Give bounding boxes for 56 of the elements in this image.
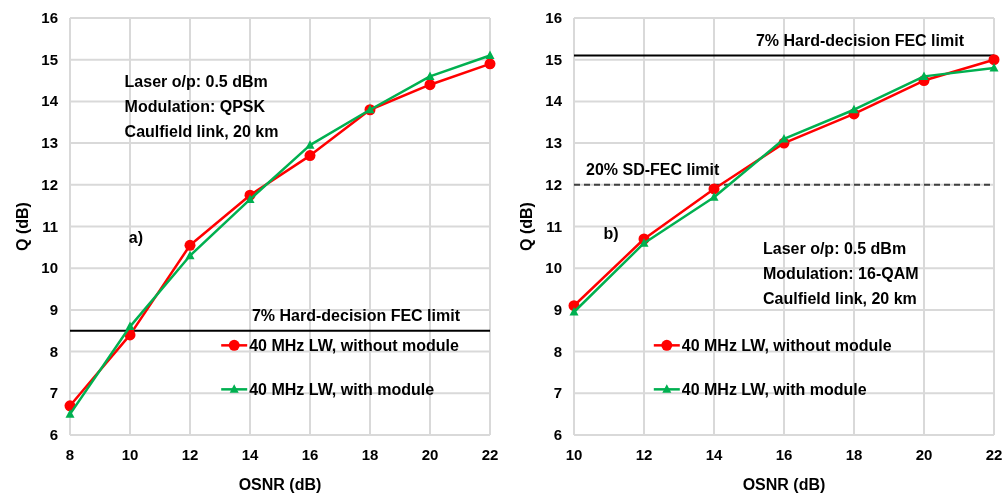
y-tick-label: 6: [553, 426, 562, 443]
y-tick-label: 16: [41, 9, 58, 26]
x-tick-label: 16: [775, 446, 793, 463]
y-tick-label: 12: [41, 175, 58, 193]
x-tick-label: 16: [301, 446, 319, 463]
x-tick-label: 18: [361, 446, 379, 463]
annotation: Modulation: 16-QAM: [763, 264, 919, 282]
x-axis-title: OSNR (dB): [742, 476, 826, 493]
y-tick-label: 8: [553, 342, 562, 360]
x-tick-label: 12: [635, 446, 653, 463]
x-axis-title: OSNR (dB): [238, 476, 322, 493]
ref-line-label: 7% Hard-decision FEC limit: [755, 31, 965, 49]
legend-label: 40 MHz LW, with module: [681, 381, 867, 399]
legend-label: 40 MHz LW, without module: [249, 337, 460, 355]
y-tick-label: 11: [42, 217, 58, 235]
y-tick-label: 14: [545, 92, 563, 110]
y-tick-label: 7: [49, 384, 58, 402]
x-tick-label: 22: [985, 446, 1003, 463]
annotation: Caulfield link, 20 km: [124, 122, 279, 140]
x-tick-label: 18: [845, 446, 863, 463]
y-axis-title: Q (dB): [518, 202, 535, 251]
x-tick-label: 22: [481, 446, 499, 463]
annotation: a): [128, 229, 144, 247]
x-tick-label: 20: [421, 446, 439, 463]
x-tick-label: 10: [121, 446, 139, 463]
y-tick-label: 7: [553, 384, 562, 402]
y-tick-label: 16: [545, 9, 562, 26]
y-tick-label: 13: [41, 134, 58, 152]
y-tick-label: 10: [545, 259, 562, 277]
legend-label: 40 MHz LW, without module: [681, 337, 892, 355]
y-tick-label: 13: [545, 134, 562, 152]
x-tick-label: 8: [65, 446, 75, 463]
x-tick-label: 14: [241, 446, 259, 463]
x-tick-label: 10: [565, 446, 583, 463]
y-tick-label: 15: [545, 50, 562, 68]
y-tick-label: 9: [49, 300, 58, 318]
y-tick-label: 11: [546, 217, 562, 235]
x-tick-label: 14: [705, 446, 723, 463]
y-tick-label: 8: [49, 342, 58, 360]
y-tick-label: 14: [41, 92, 59, 110]
x-tick-label: 20: [915, 446, 933, 463]
legend-label: 40 MHz LW, with module: [249, 381, 435, 399]
annotation: Caulfield link, 20 km: [763, 289, 917, 307]
y-tick-label: 12: [545, 175, 562, 193]
y-tick-label: 6: [49, 426, 58, 443]
ref-line-label: 20% SD-FEC limit: [586, 160, 721, 178]
annotation: Laser o/p: 0.5 dBm: [124, 72, 268, 90]
annotation: Modulation: QPSK: [124, 97, 266, 115]
y-axis-title: Q (dB): [14, 202, 31, 251]
x-tick-label: 12: [181, 446, 199, 463]
y-tick-label: 15: [41, 50, 58, 68]
ref-line-label: 7% Hard-decision FEC limit: [251, 306, 461, 324]
annotation: Laser o/p: 0.5 dBm: [763, 239, 907, 257]
y-tick-label: 10: [41, 259, 58, 277]
y-tick-label: 9: [553, 300, 562, 318]
annotation: b): [603, 225, 619, 243]
